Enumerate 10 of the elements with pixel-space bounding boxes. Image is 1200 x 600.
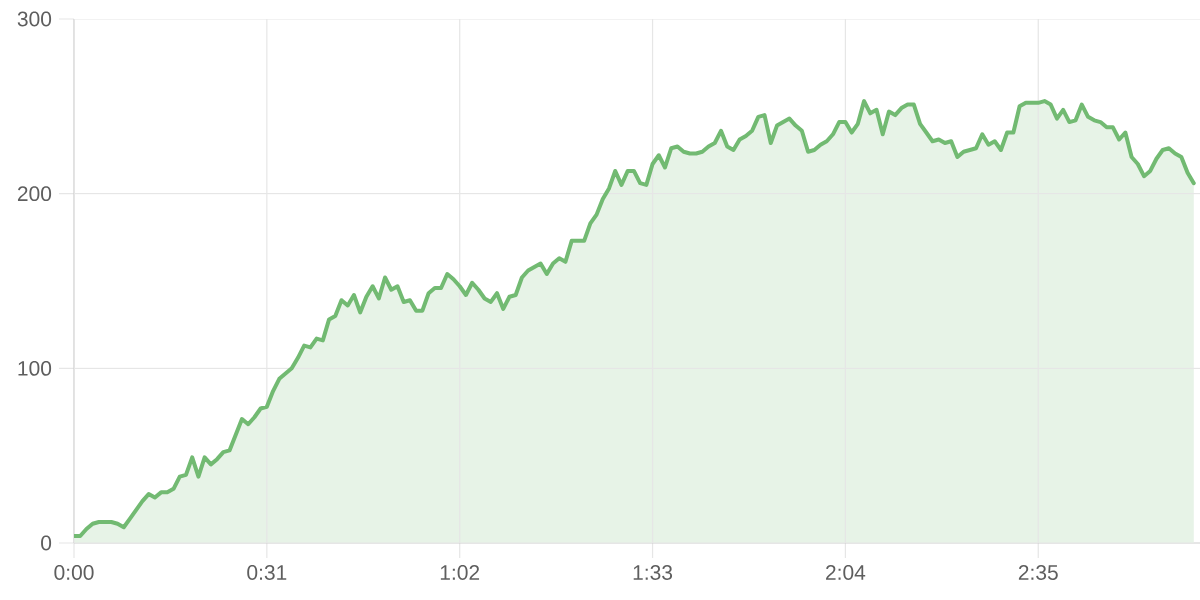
- x-tick-label: 1:02: [440, 565, 480, 580]
- y-tick-label: 0: [41, 535, 52, 551]
- y-tick-label: 300: [17, 11, 52, 27]
- x-tick-label: 2:35: [1018, 565, 1058, 580]
- y-tick-label: 100: [18, 360, 52, 376]
- x-tick-label: 2:04: [826, 565, 866, 580]
- x-tick-label: 0:00: [54, 565, 94, 580]
- y-tick-label: 200: [17, 186, 52, 202]
- x-tick-label: 1:33: [633, 565, 673, 580]
- x-tick-label: 0:31: [247, 565, 287, 580]
